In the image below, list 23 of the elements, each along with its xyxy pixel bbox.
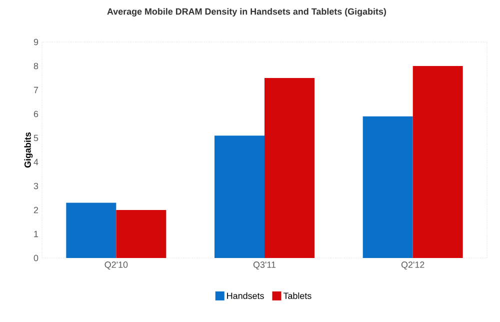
y-tick-label: 8 [34,62,38,70]
y-tick-label: 6 [34,110,38,118]
y-tick-label: 7 [34,86,38,94]
y-tick-label: 5 [34,134,38,142]
legend-label: Handsets [227,292,264,300]
x-tick-label: Q2'10 [104,262,128,270]
bar [362,116,413,258]
chart-title: Average Mobile DRAM Density in Handsets and Tablets (Gigabits) [107,8,386,17]
bar [412,66,463,258]
x-tick-label: Q2'12 [401,262,424,270]
bar [264,78,315,258]
bar [116,210,166,258]
y-axis-title: Gigabits [24,132,33,168]
y-tick-label: 1 [34,230,38,238]
y-tick-label: 4 [34,158,38,166]
y-tick-label: 3 [34,182,38,190]
x-tick-label: Q3'11 [253,262,276,270]
bar [66,202,116,258]
y-tick-label: 0 [34,254,38,262]
legend-label: Tablets [283,292,312,300]
y-tick-label: 9 [34,38,38,46]
y-tick-label: 2 [34,206,38,214]
bar [214,136,265,258]
